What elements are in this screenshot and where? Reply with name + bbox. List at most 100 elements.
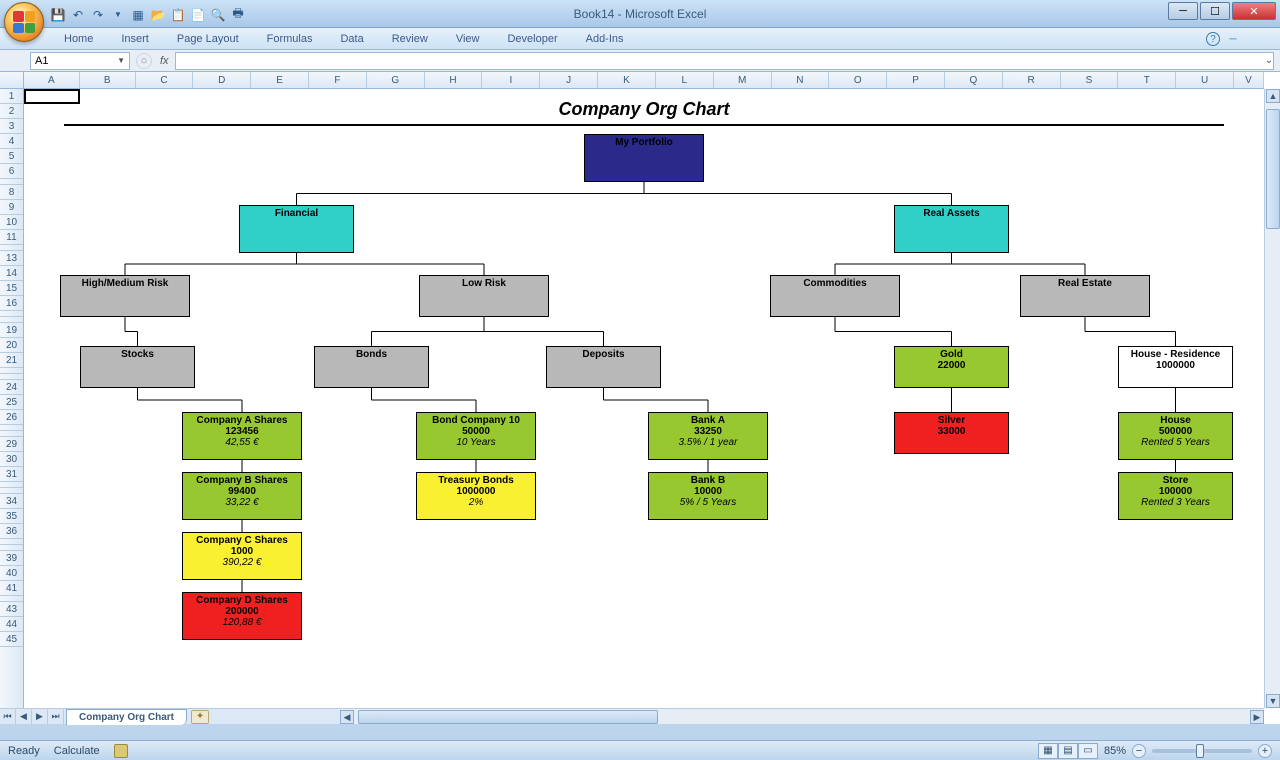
row-header[interactable]: 11	[0, 230, 23, 245]
row-header[interactable]: 10	[0, 215, 23, 230]
open-icon[interactable]: 📂	[150, 7, 166, 23]
row-header[interactable]: 34	[0, 494, 23, 509]
column-header[interactable]: T	[1118, 72, 1176, 88]
horizontal-scrollbar[interactable]: ◀ ▶	[340, 708, 1264, 724]
row-header[interactable]: 29	[0, 437, 23, 452]
row-header[interactable]: 13	[0, 251, 23, 266]
ribbon-tab-insert[interactable]: Insert	[107, 29, 163, 49]
org-node-cb[interactable]: Company B Shares9940033,22 €	[182, 472, 302, 520]
row-header[interactable]: 35	[0, 509, 23, 524]
ribbon-tab-data[interactable]: Data	[326, 29, 377, 49]
tab-last-icon[interactable]: ⏭	[48, 709, 64, 725]
column-header[interactable]: L	[656, 72, 714, 88]
column-header[interactable]: R	[1003, 72, 1061, 88]
name-box[interactable]: A1 ▼	[30, 52, 130, 70]
org-node-silver[interactable]: Silver33000	[894, 412, 1009, 454]
row-header[interactable]: 25	[0, 395, 23, 410]
org-node-root[interactable]: My Portfolio	[584, 134, 704, 182]
select-all-corner[interactable]	[0, 72, 24, 88]
org-node-cc[interactable]: Company C Shares1000390,22 €	[182, 532, 302, 580]
ribbon-tab-review[interactable]: Review	[378, 29, 442, 49]
row-header[interactable]: 31	[0, 467, 23, 482]
copy-icon[interactable]: 📋	[170, 7, 186, 23]
column-header[interactable]: E	[251, 72, 309, 88]
minimize-ribbon-icon[interactable]: ─	[1226, 32, 1240, 46]
scrollbar-thumb[interactable]	[358, 710, 658, 724]
zoom-in-button[interactable]: +	[1258, 744, 1272, 758]
expand-formula-icon[interactable]: ⌄	[1262, 54, 1276, 68]
row-header[interactable]: 14	[0, 266, 23, 281]
tab-prev-icon[interactable]: ◀	[16, 709, 32, 725]
zoom-level[interactable]: 85%	[1104, 745, 1126, 757]
normal-view-button[interactable]: ▦	[1038, 743, 1058, 759]
maximize-button[interactable]: ☐	[1200, 2, 1230, 20]
save-icon[interactable]: 💾	[50, 7, 66, 23]
org-node-house1[interactable]: House - Residence1000000	[1118, 346, 1233, 388]
chevron-down-icon[interactable]: ▼	[117, 56, 125, 65]
org-node-real[interactable]: Real Assets	[894, 205, 1009, 253]
row-header[interactable]: 20	[0, 338, 23, 353]
org-node-gold[interactable]: Gold22000	[894, 346, 1009, 388]
column-header[interactable]: I	[482, 72, 540, 88]
column-header[interactable]: B	[80, 72, 136, 88]
row-header[interactable]: 3	[0, 119, 23, 134]
cells-canvas[interactable]: Company Org Chart My PortfolioFinancialR…	[24, 89, 1264, 708]
row-header[interactable]: 5	[0, 149, 23, 164]
row-header[interactable]: 40	[0, 566, 23, 581]
macro-record-icon[interactable]	[114, 744, 128, 758]
org-node-com[interactable]: Commodities	[770, 275, 900, 317]
ribbon-tab-home[interactable]: Home	[50, 29, 107, 49]
column-header[interactable]: K	[598, 72, 656, 88]
ribbon-tab-add-ins[interactable]: Add-Ins	[572, 29, 638, 49]
column-header[interactable]: A	[24, 72, 80, 88]
scroll-right-icon[interactable]: ▶	[1250, 710, 1264, 724]
ribbon-tab-page-layout[interactable]: Page Layout	[163, 29, 253, 49]
org-node-ca[interactable]: Company A Shares12345642,55 €	[182, 412, 302, 460]
zoom-out-button[interactable]: −	[1132, 744, 1146, 758]
print-icon[interactable]: 🖶	[230, 7, 246, 23]
column-header[interactable]: C	[136, 72, 194, 88]
column-header[interactable]: O	[829, 72, 887, 88]
row-header[interactable]: 26	[0, 410, 23, 425]
row-header[interactable]: 41	[0, 581, 23, 596]
row-header[interactable]: 24	[0, 380, 23, 395]
close-button[interactable]: ✕	[1232, 2, 1276, 20]
org-node-banka[interactable]: Bank A332503.5% / 1 year	[648, 412, 768, 460]
office-button[interactable]	[4, 2, 44, 42]
new-icon[interactable]: ▦	[130, 7, 146, 23]
page-break-view-button[interactable]: ▭	[1078, 743, 1098, 759]
help-icon[interactable]: ?	[1206, 32, 1220, 46]
org-node-hmr[interactable]: High/Medium Risk	[60, 275, 190, 317]
scrollbar-thumb[interactable]	[1266, 109, 1280, 229]
row-header[interactable]: 16	[0, 296, 23, 311]
org-node-b10[interactable]: Bond Company 105000010 Years	[416, 412, 536, 460]
zoom-slider-knob[interactable]	[1196, 744, 1204, 758]
row-header[interactable]: 36	[0, 524, 23, 539]
minimize-button[interactable]: ─	[1168, 2, 1198, 20]
new-sheet-button[interactable]: ✦	[191, 710, 209, 724]
row-header[interactable]: 44	[0, 617, 23, 632]
redo-icon[interactable]: ↷	[90, 7, 106, 23]
print-preview-icon[interactable]: 🔍	[210, 7, 226, 23]
scroll-down-icon[interactable]: ▼	[1266, 694, 1280, 708]
column-header[interactable]: M	[714, 72, 772, 88]
column-header[interactable]: V	[1234, 72, 1264, 88]
page-layout-view-button[interactable]: ▤	[1058, 743, 1078, 759]
org-node-bonds[interactable]: Bonds	[314, 346, 429, 388]
column-header[interactable]: U	[1176, 72, 1234, 88]
org-node-dep[interactable]: Deposits	[546, 346, 661, 388]
ribbon-tab-developer[interactable]: Developer	[493, 29, 571, 49]
org-node-house2[interactable]: House500000Rented 5 Years	[1118, 412, 1233, 460]
scroll-left-icon[interactable]: ◀	[340, 710, 354, 724]
tab-next-icon[interactable]: ▶	[32, 709, 48, 725]
column-header[interactable]: D	[193, 72, 251, 88]
vertical-scrollbar[interactable]: ▲ ▼	[1264, 89, 1280, 708]
ribbon-tab-formulas[interactable]: Formulas	[253, 29, 327, 49]
org-node-lr[interactable]: Low Risk	[419, 275, 549, 317]
row-header[interactable]: 8	[0, 185, 23, 200]
column-header[interactable]: J	[540, 72, 598, 88]
org-node-fin[interactable]: Financial	[239, 205, 354, 253]
row-header[interactable]: 39	[0, 551, 23, 566]
row-header[interactable]: 1	[0, 89, 23, 104]
row-header[interactable]: 21	[0, 353, 23, 368]
